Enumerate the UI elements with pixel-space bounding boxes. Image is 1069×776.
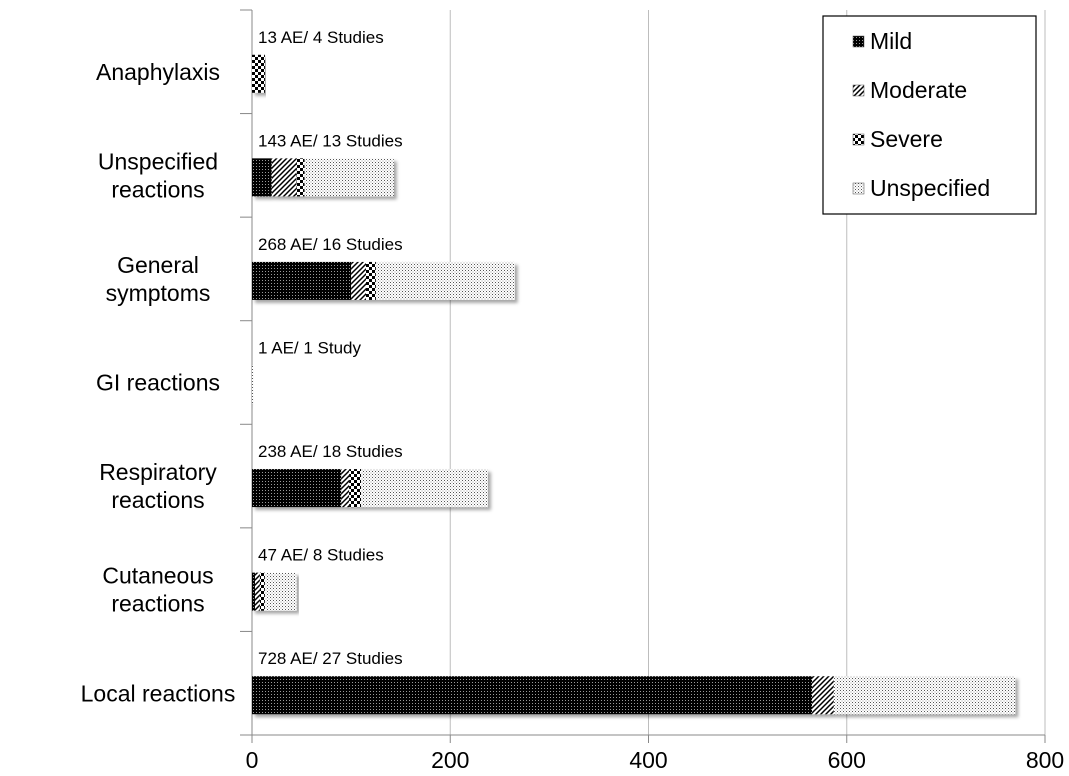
category-label: reactions: [111, 487, 204, 513]
legend-label: Unspecified: [870, 175, 990, 201]
data-label: 13 AE/ 4 Studies: [258, 28, 384, 47]
bar-group: [252, 365, 253, 404]
data-label: 143 AE/ 13 Studies: [258, 131, 403, 150]
bar-segment-unspecified: [252, 365, 253, 404]
bar-segment-moderate: [341, 469, 350, 508]
category-label: Local reactions: [81, 680, 236, 706]
bar-group: [252, 54, 265, 93]
category-label: reactions: [111, 176, 204, 202]
bar-segment-severe: [365, 261, 376, 300]
data-labels: 13 AE/ 4 Studies 143 AE/ 13 Studies 268 AE…: [258, 28, 403, 668]
legend: Mild Moderate Severe Unspecified: [822, 15, 1037, 215]
bar-group: [252, 572, 297, 611]
bar-group: [252, 676, 1016, 715]
legend-swatch-unspecified: [852, 182, 865, 195]
bar-segment-unspecified: [264, 572, 297, 611]
legend-swatch-severe: [852, 133, 865, 146]
data-label: 238 AE/ 18 Studies: [258, 442, 403, 461]
bar-group: [252, 158, 394, 197]
bar-segment-mild: [252, 676, 813, 715]
bar-segment-unspecified: [833, 676, 1016, 715]
bars: [252, 54, 1016, 715]
category-label: symptoms: [106, 280, 211, 306]
category-label: Respiratory: [99, 459, 217, 485]
data-label: 268 AE/ 16 Studies: [258, 235, 403, 254]
bar-segment-unspecified: [375, 261, 515, 300]
bar-segment-mild: [252, 572, 255, 611]
bar-segment-severe: [252, 54, 265, 93]
category-label: Anaphylaxis: [96, 59, 220, 85]
legend-label: Mild: [870, 28, 912, 54]
bar-segment-moderate: [812, 676, 834, 715]
bar-segment-moderate: [271, 158, 297, 197]
legend-swatch-moderate: [852, 84, 865, 97]
bar-segment-unspecified: [304, 158, 394, 197]
bar-segment-severe: [296, 158, 305, 197]
x-tick-label: 200: [431, 747, 469, 773]
legend-label: Moderate: [870, 77, 967, 103]
data-label: 47 AE/ 8 Studies: [258, 546, 384, 565]
legend-label: Severe: [870, 126, 943, 152]
bar-segment-moderate: [351, 261, 366, 300]
data-label: 728 AE/ 27 Studies: [258, 649, 403, 668]
category-label: reactions: [111, 591, 204, 617]
bar-segment-mild: [252, 158, 272, 197]
legend-swatch-mild: [852, 35, 865, 48]
x-tick-label: 400: [629, 747, 667, 773]
x-tick-labels: 0 200 400 600 800: [246, 747, 1065, 773]
x-tick-label: 0: [246, 747, 259, 773]
category-labels: AnaphylaxisUnspecifiedreactionsGeneralsy…: [81, 59, 236, 706]
x-tick-label: 600: [828, 747, 866, 773]
bar-segment-severe: [349, 469, 362, 508]
bar-group: [252, 261, 515, 300]
bar-group: [252, 469, 488, 508]
category-label: GI reactions: [96, 370, 220, 396]
legend-box: [822, 15, 1037, 215]
category-label: Cutaneous: [102, 563, 213, 589]
bar-segment-mild: [252, 261, 352, 300]
bar-segment-moderate: [254, 572, 260, 611]
bar-segment-severe: [259, 572, 265, 611]
category-label: Unspecified: [98, 148, 218, 174]
data-label: 1 AE/ 1 Study: [258, 339, 362, 358]
bar-segment-mild: [252, 469, 342, 508]
bar-segment-unspecified: [361, 469, 488, 508]
category-label: General: [117, 252, 199, 278]
x-tick-label: 800: [1026, 747, 1064, 773]
